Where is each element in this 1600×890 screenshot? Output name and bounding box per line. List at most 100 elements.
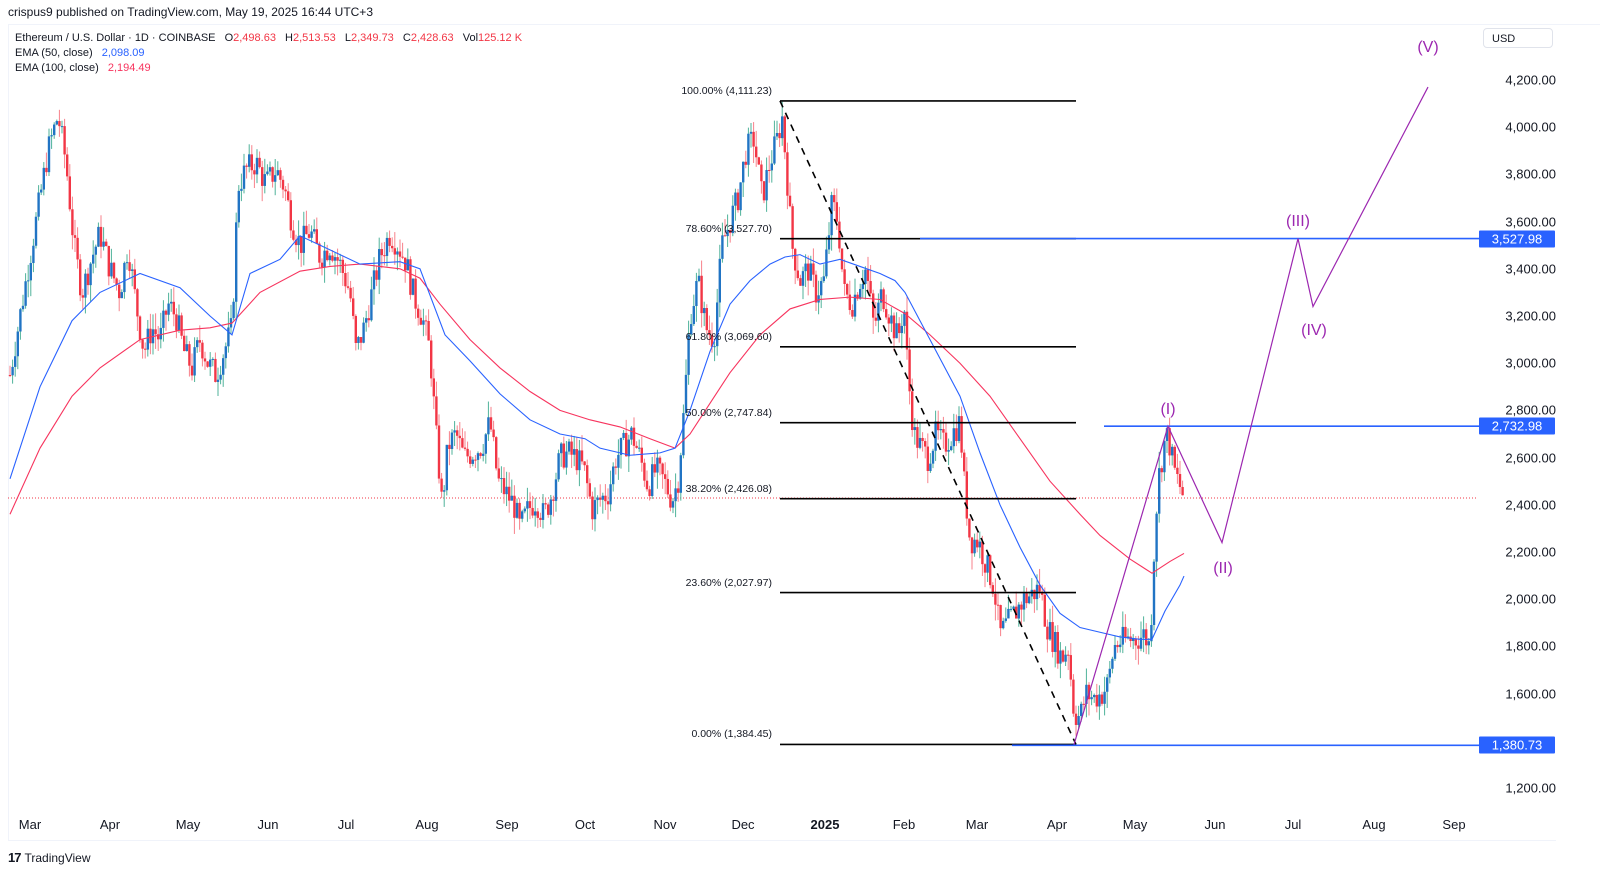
candle-body bbox=[515, 502, 519, 518]
candle-body bbox=[81, 295, 84, 298]
candle-body bbox=[450, 432, 454, 449]
candle-body bbox=[19, 309, 22, 332]
published-byline: crispus9 published on TradingView.com, M… bbox=[8, 5, 373, 19]
candle-body bbox=[123, 262, 126, 293]
candle-body bbox=[736, 192, 740, 211]
candle-body bbox=[172, 301, 175, 315]
candle-body bbox=[440, 478, 443, 492]
candle-body bbox=[786, 152, 789, 196]
candle-body bbox=[469, 456, 472, 464]
candle-body bbox=[1134, 638, 1137, 646]
candle-body bbox=[877, 302, 880, 321]
price-level-tag[interactable]: 2,732.98 bbox=[1479, 417, 1555, 435]
candle-body bbox=[846, 283, 849, 295]
candle-body bbox=[297, 236, 300, 246]
candle-body bbox=[1173, 446, 1176, 468]
candle-body bbox=[1150, 625, 1153, 642]
candle-body bbox=[281, 179, 285, 190]
fib-level-label: 0.00% (1,384.45) bbox=[691, 728, 772, 741]
candle-body bbox=[593, 500, 597, 520]
candle-body bbox=[424, 320, 428, 322]
candle-body bbox=[471, 459, 474, 464]
candle-body bbox=[1056, 631, 1059, 664]
candle-body bbox=[497, 468, 500, 479]
candle-body bbox=[1168, 428, 1171, 456]
candle-body bbox=[513, 495, 516, 518]
candle-body bbox=[794, 248, 797, 271]
candle-body bbox=[79, 259, 82, 296]
candle-body bbox=[354, 315, 357, 343]
candle-body bbox=[1061, 650, 1065, 662]
tradingview-footer[interactable]: 17 TradingView bbox=[8, 850, 91, 865]
candle-body bbox=[700, 275, 703, 314]
currency-button[interactable]: USD bbox=[1483, 28, 1553, 48]
candle-body bbox=[461, 438, 464, 448]
candle-body bbox=[643, 462, 646, 481]
chart-panel[interactable] bbox=[8, 24, 1600, 841]
candle-body bbox=[950, 446, 953, 451]
candle-body bbox=[8, 375, 12, 376]
candle-body bbox=[320, 262, 324, 268]
candle-body bbox=[302, 225, 305, 253]
candle-body bbox=[960, 416, 963, 453]
candle-body bbox=[372, 270, 376, 290]
candle-body bbox=[734, 192, 737, 206]
candle-body bbox=[284, 189, 287, 192]
candle-body bbox=[1116, 644, 1119, 648]
candle-body bbox=[957, 416, 961, 442]
candle-body bbox=[716, 302, 719, 347]
candle-body bbox=[648, 489, 651, 497]
candle-body bbox=[726, 229, 729, 237]
candle-body bbox=[370, 289, 373, 321]
ohlc-row[interactable]: Ethereum / U.S. Dollar · 1D · COINBASE O… bbox=[15, 31, 522, 46]
price-tick: 3,400.00 bbox=[1505, 261, 1556, 277]
candle-body bbox=[456, 430, 459, 436]
candle-body bbox=[526, 501, 529, 509]
candle-body bbox=[1176, 467, 1179, 475]
price-tick: 3,800.00 bbox=[1505, 166, 1556, 182]
candle-body bbox=[768, 169, 771, 171]
candle-body bbox=[1017, 604, 1020, 619]
candle-body bbox=[773, 136, 776, 164]
candle-body bbox=[125, 262, 129, 264]
price-tick: 4,200.00 bbox=[1505, 72, 1556, 88]
candle-body bbox=[807, 263, 810, 281]
candle-body bbox=[409, 259, 412, 295]
candle-body bbox=[864, 269, 867, 284]
candle-body bbox=[58, 121, 61, 127]
candle-body bbox=[994, 593, 997, 605]
close-label: C bbox=[402, 32, 411, 44]
symbol-label[interactable]: Ethereum / U.S. Dollar · 1D · COINBASE bbox=[15, 32, 216, 44]
candle-body bbox=[913, 427, 916, 431]
candle-body bbox=[1090, 697, 1093, 700]
candle-body bbox=[908, 349, 911, 392]
candle-body bbox=[656, 457, 659, 473]
candle-body bbox=[1067, 654, 1070, 656]
ema100-legend[interactable]: EMA (100, close) 2,194.49 bbox=[15, 61, 522, 76]
candle-body bbox=[263, 174, 266, 186]
candle-body bbox=[1043, 594, 1046, 627]
price-level-tag[interactable]: 1,380.73 bbox=[1479, 736, 1555, 754]
time-tick: Jul bbox=[337, 817, 355, 832]
price-level-tag[interactable]: 3,527.98 bbox=[1479, 230, 1555, 248]
candle-body bbox=[227, 327, 230, 347]
candle-body bbox=[586, 465, 589, 484]
candle-body bbox=[1181, 487, 1184, 496]
candle-body bbox=[833, 195, 836, 203]
candle-body bbox=[128, 262, 131, 271]
price-tick: 2,400.00 bbox=[1505, 497, 1556, 513]
candle-body bbox=[791, 206, 794, 249]
candle-body bbox=[164, 310, 168, 315]
volume-label: Vol bbox=[462, 32, 479, 44]
candle-body bbox=[604, 495, 607, 502]
candle-body bbox=[274, 175, 277, 182]
candle-body bbox=[755, 146, 758, 158]
candle-body bbox=[729, 229, 732, 234]
candle-body bbox=[300, 236, 303, 253]
ema50-legend[interactable]: EMA (50, close) 2,098.09 bbox=[15, 46, 522, 61]
candle-body bbox=[115, 278, 118, 285]
candle-body bbox=[1098, 694, 1101, 707]
candle-body bbox=[383, 255, 386, 257]
candle-body bbox=[848, 294, 851, 311]
